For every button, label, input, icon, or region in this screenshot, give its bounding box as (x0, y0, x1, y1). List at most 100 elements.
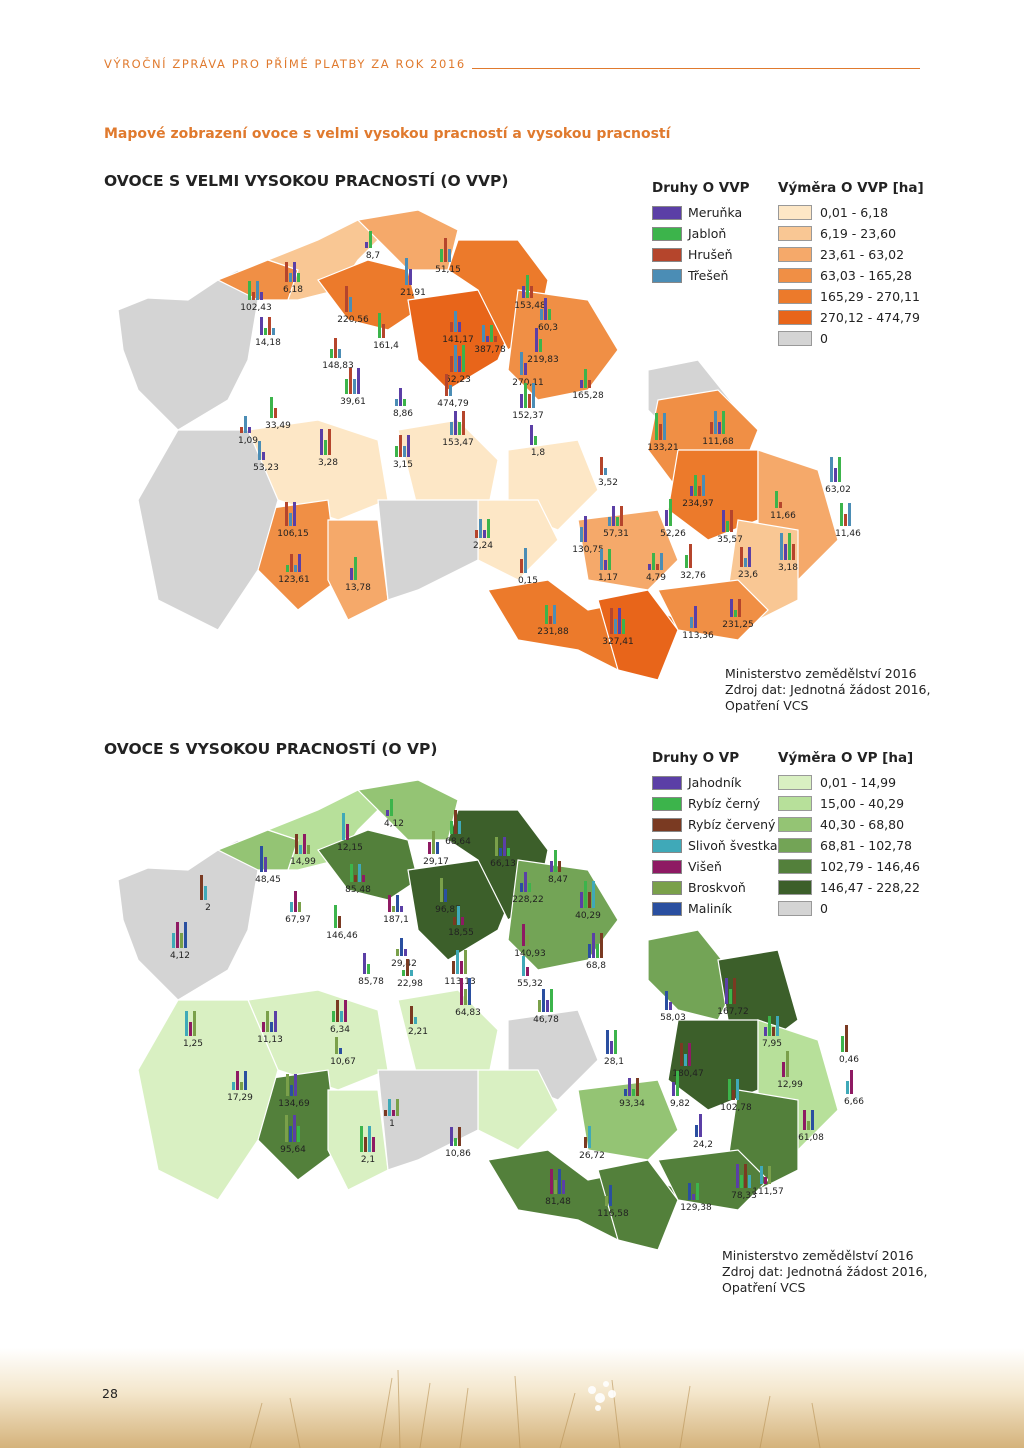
vp-district-value: 134,69 (278, 1099, 310, 1109)
vp-bar-glyph (290, 1085, 293, 1096)
vp-bar-glyph (406, 959, 409, 976)
vvp-bar-glyph (588, 380, 591, 388)
vp-bar-glyph (624, 1089, 627, 1096)
vvp-bar-glyph (353, 379, 356, 394)
vp-bar-glyph (811, 1110, 814, 1130)
vvp-bar-glyph (600, 457, 603, 475)
vp-bar-glyph (680, 1043, 683, 1066)
vvp-bar-glyph (726, 521, 729, 532)
vp-bar-glyph (200, 875, 203, 900)
vp-species-swatch (652, 817, 682, 832)
vvp-bar-glyph (268, 317, 271, 335)
vvp-bar-glyph (520, 352, 523, 375)
vvp-area-class: 270,12 - 474,79 (778, 307, 924, 328)
vvp-region-jindrichuv (327, 519, 389, 621)
vvp-bar-glyph (260, 292, 263, 300)
vp-area-class: 15,00 - 40,29 (778, 793, 920, 814)
vp-credit-line: Opatření VCS (722, 1280, 806, 1295)
vp-district-value: 17,29 (227, 1093, 253, 1103)
vvp-bar-glyph (524, 383, 527, 408)
vp-bar-glyph (457, 906, 460, 925)
vp-district-value: 68,64 (445, 837, 471, 847)
vp-bar-glyph (736, 1164, 739, 1188)
vp-bar-glyph (363, 953, 366, 974)
vp-area-swatch (778, 859, 812, 874)
vvp-bar-glyph (403, 446, 406, 457)
vvp-bar-glyphs (240, 231, 851, 634)
vp-bar-glyph (410, 1006, 413, 1024)
vvp-credit-line: Ministerstvo zemědělství 2016 (725, 666, 917, 681)
vvp-bar-glyph (545, 605, 548, 624)
vp-bar-glyph (346, 824, 349, 840)
vvp-district-value: 8,7 (366, 251, 380, 261)
vvp-district-value: 23,6 (738, 570, 758, 580)
vvp-area-label: 270,12 - 474,79 (820, 310, 920, 325)
vp-bar-glyph (807, 1121, 810, 1130)
vp-bar-glyph (606, 1030, 609, 1054)
vvp-bar-glyph (544, 298, 547, 320)
vvp-bar-glyph (620, 506, 623, 526)
map-vvp: 8,7 51,15 6,18 21,91 153,48 102,43 220,56 60,3 1… (118, 209, 861, 681)
vp-bar-glyph (240, 1082, 243, 1090)
vvp-district-value: 161,4 (373, 341, 399, 351)
vp-bar-glyph (388, 895, 391, 912)
vp-bar-glyph (450, 1127, 453, 1146)
map-vp: 4,12 68,64 14,99 12,15 29,17 66,13 48,45 8,47 85… (118, 779, 864, 1251)
vvp-district-value: 52,26 (660, 529, 686, 539)
vvp-bar-glyph (349, 297, 352, 312)
vvp-species-label: Hrušeň (688, 247, 733, 262)
vvp-bar-glyph (528, 394, 531, 408)
vp-bar-glyph (803, 1110, 806, 1130)
vp-bar-glyph (307, 845, 310, 854)
vvp-bar-glyph (618, 608, 621, 634)
vvp-bar-glyph (694, 606, 697, 628)
vp-district-value: 18,55 (448, 928, 474, 938)
vp-district-labels: 4,12 68,64 14,99 12,15 29,17 66,13 48,45 8,47 85… (170, 819, 864, 1219)
vp-bar-glyph (736, 1079, 739, 1100)
vvp-district-value: 270,11 (512, 378, 544, 388)
vp-district-value: 48,45 (255, 875, 281, 885)
vvp-bar-glyph (665, 510, 668, 526)
report-header: VÝROČNÍ ZPRÁVA PRO PŘÍMÉ PLATBY ZA ROK 2… (104, 57, 920, 73)
vvp-bar-glyph (522, 286, 525, 298)
vvp-district-value: 387,78 (474, 345, 506, 355)
vp-district-value: 64,83 (455, 1008, 481, 1018)
vp-species-label: Višeň (688, 859, 722, 874)
vp-area-swatch (778, 880, 812, 895)
vp-bar-glyph (180, 933, 183, 948)
vp-region-pardubice (507, 859, 619, 971)
vvp-bar-glyph (324, 440, 327, 455)
vp-bar-glyph (850, 1070, 853, 1094)
vvp-bar-glyph (248, 281, 251, 300)
vp-area-swatch (778, 838, 812, 853)
vp-bar-glyph (728, 1079, 731, 1100)
vvp-species-item: Třešeň (652, 265, 750, 286)
vp-bar-glyph (695, 1125, 698, 1137)
vp-area-swatch (778, 901, 812, 916)
vp-bar-glyph (396, 895, 399, 912)
vvp-district-value: 4,79 (646, 573, 666, 583)
vp-bar-glyph (628, 1078, 631, 1096)
vvp-district-value: 133,21 (647, 443, 679, 453)
vvp-area-label: 0 (820, 331, 828, 346)
vvp-bar-glyph (483, 530, 486, 538)
vp-district-value: 146,46 (326, 931, 358, 941)
vvp-bar-glyph (357, 368, 360, 394)
vp-region-vysocina (397, 989, 499, 1081)
vp-bar-glyph (507, 848, 510, 856)
vvp-bar-glyph (610, 608, 613, 634)
vvp-bar-glyph (272, 328, 275, 335)
vvp-bar-glyph (718, 422, 721, 434)
section-title: Mapové zobrazení ovoce s velmi vysokou p… (104, 126, 671, 142)
vp-bar-glyph (285, 1115, 288, 1142)
vp-bar-glyph (588, 892, 591, 908)
vvp-bar-glyph (440, 249, 443, 262)
vvp-district-value: 111,68 (702, 437, 734, 447)
vvp-bar-glyph (454, 345, 457, 372)
vp-bar-glyph (684, 1054, 687, 1066)
vvp-district-value: 123,61 (278, 575, 310, 585)
vp-area-class: 146,47 - 228,22 (778, 877, 920, 898)
report-title: VÝROČNÍ ZPRÁVA PRO PŘÍMÉ PLATBY ZA ROK 2… (104, 57, 472, 71)
vp-bar-glyph (436, 842, 439, 854)
vp-bar-glyph (526, 967, 529, 976)
